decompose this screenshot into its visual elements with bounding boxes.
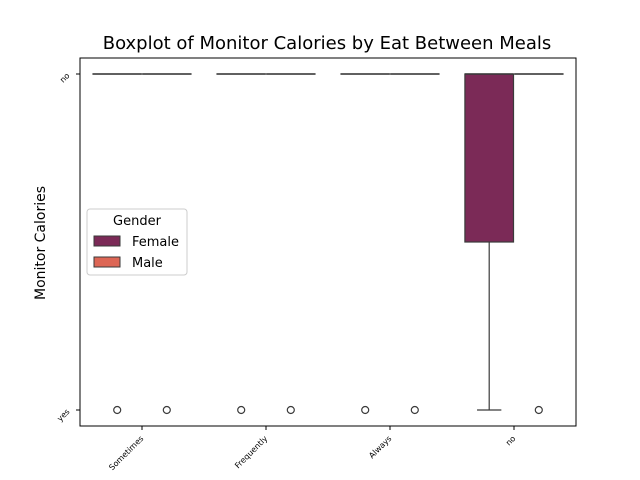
y-tick-label: yes [55,407,71,423]
x-tick-label: Sometimes [107,434,145,472]
outlier-point [113,405,122,415]
x-tick-label: Frequently [233,434,269,470]
legend-label: Female [132,235,179,250]
legend-label: Male [132,256,163,271]
legend-swatch [93,235,121,247]
outlier-point [361,405,370,415]
outlier-point [410,405,419,415]
outlier-point [237,405,246,415]
outlier-point [286,405,295,415]
outlier-point [162,405,171,415]
x-tick-label: no [504,434,517,447]
legend: Gender Female Male [86,208,188,276]
legend-title: Gender [113,214,162,229]
legend-swatch [93,256,121,268]
box [464,73,515,243]
outlier-point [534,405,543,415]
y-axis-label: Monitor Calories [33,186,49,300]
chart-title: Boxplot of Monitor Calories by Eat Betwe… [103,33,552,54]
plot-frame [79,57,577,427]
x-tick-label: Always [367,434,393,460]
y-tick-label: no [58,71,71,84]
